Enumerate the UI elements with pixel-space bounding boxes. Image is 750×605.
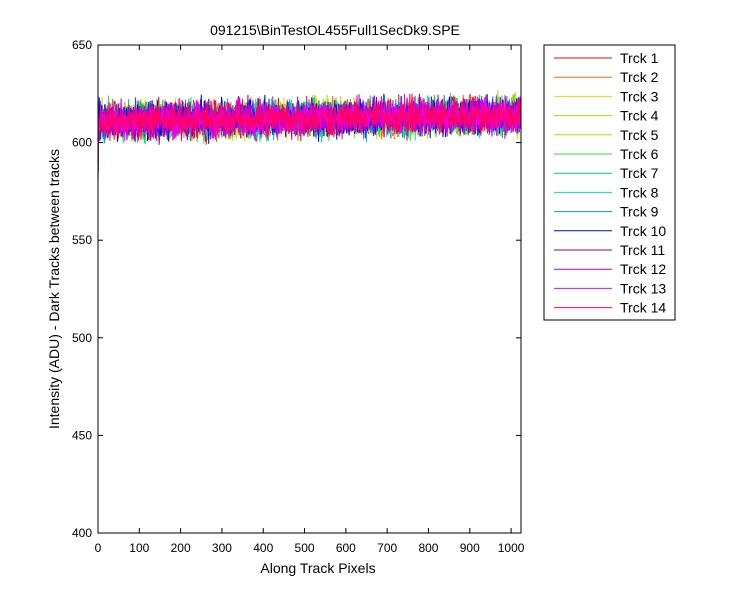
x-axis: 0 100 200 300 400 500 600 700 800 900 1000 <box>95 45 525 555</box>
legend-label-6: Trck 6 <box>620 146 659 162</box>
y-tick-label-3: 550 <box>72 233 92 247</box>
x-tick-label-3: 300 <box>212 541 232 555</box>
legend-label-7: Trck 7 <box>620 165 659 181</box>
x-tick-label-8: 800 <box>418 541 438 555</box>
legend-label-8: Trck 8 <box>620 184 659 200</box>
x-tick-label-4: 400 <box>253 541 273 555</box>
x-tick-label-5: 500 <box>295 541 315 555</box>
legend-label-1: Trck 1 <box>620 50 659 66</box>
legend-label-11: Trck 11 <box>620 242 665 258</box>
y-tick-label-4: 600 <box>72 136 92 150</box>
legend-label-5: Trck 5 <box>620 127 659 143</box>
y-tick-label-5: 650 <box>72 38 92 52</box>
plot-frame <box>97 44 522 534</box>
legend-label-9: Trck 9 <box>620 204 659 220</box>
x-tick-label-6: 600 <box>336 541 356 555</box>
legend-label-14: Trck 14 <box>620 300 666 316</box>
y-axis: 400 450 500 550 600 650 <box>72 38 521 540</box>
y-tick-label-1: 450 <box>72 428 92 442</box>
legend-box <box>543 44 676 321</box>
x-tick-label-1: 100 <box>129 541 149 555</box>
x-tick-label-10: 1000 <box>498 541 525 555</box>
y-tick-label-2: 500 <box>72 331 92 345</box>
y-tick-label-0: 400 <box>72 526 92 540</box>
x-tick-label-0: 0 <box>95 541 102 555</box>
x-tick-label-9: 900 <box>460 541 480 555</box>
legend-label-2: Trck 2 <box>620 69 659 85</box>
x-tick-label-2: 200 <box>171 541 191 555</box>
x-tick-label-7: 700 <box>377 541 397 555</box>
y-axis-label: Intensity (ADU) - Dark Tracks between tr… <box>46 149 62 429</box>
legend-label-3: Trck 3 <box>620 88 659 104</box>
series-layer <box>97 90 522 184</box>
legend-label-12: Trck 12 <box>620 261 666 277</box>
chart-title: 091215\BinTestOL455Full1SecDk9.SPE <box>210 22 460 38</box>
legend: Trck 1 Trck 2 Trck 3 Trck 4 Trck 5 Trck 6 Trck… <box>543 44 676 321</box>
legend-label-4: Trck 4 <box>620 108 659 124</box>
x-axis-label: Along Track Pixels <box>260 560 375 576</box>
legend-label-10: Trck 10 <box>620 223 666 239</box>
legend-label-13: Trck 13 <box>620 280 666 296</box>
series-line-14 <box>97 93 522 174</box>
